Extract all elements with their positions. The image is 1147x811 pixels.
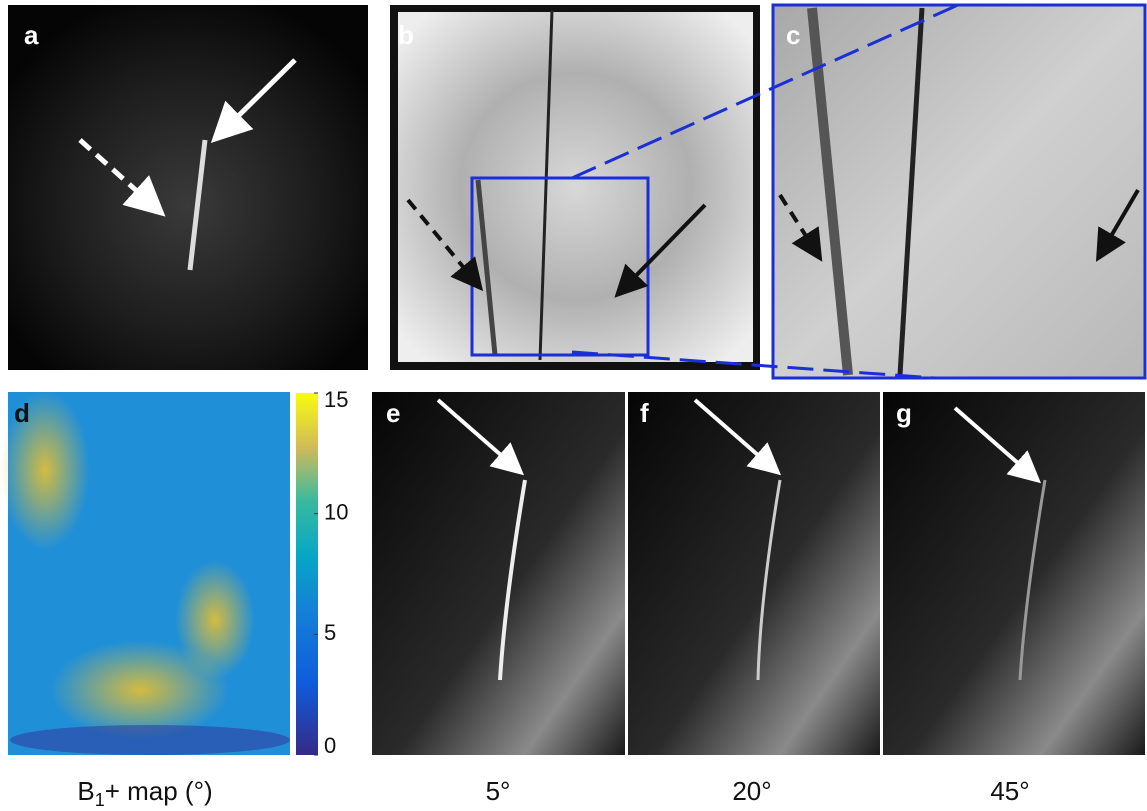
caption-part: B: [77, 776, 94, 806]
panel-label: b: [398, 20, 414, 50]
panel-b-image: [398, 12, 753, 362]
figure: a b c d e f g B1+ map (°) 5° 20° 45° 0 5 1…: [0, 0, 1147, 811]
panel-label: c: [786, 20, 800, 50]
colorbar-tick-label: 15: [324, 387, 348, 412]
map-texture: [175, 560, 255, 680]
panel-g-image: [883, 392, 1145, 755]
caption-part: + map (°): [105, 776, 213, 806]
panel-label: d: [14, 398, 30, 428]
caption-sub: 1: [95, 790, 105, 810]
panel-a-image: [8, 5, 368, 370]
caption: B1+ map (°): [77, 776, 212, 810]
colorbar-tick-label: 0: [324, 733, 336, 758]
map-texture: [10, 725, 290, 755]
colorbar-tick-label: 5: [324, 620, 336, 645]
caption: 45°: [990, 776, 1029, 806]
panel-label: a: [24, 20, 39, 50]
colorbar: [296, 393, 318, 755]
panel-e-image: [372, 392, 625, 755]
colorbar-tick-label: 10: [324, 499, 348, 524]
caption: 20°: [732, 776, 771, 806]
panel-label: f: [640, 398, 649, 428]
panel-label: g: [896, 398, 912, 428]
panel-f-image: [628, 392, 880, 755]
panel-label: e: [386, 398, 400, 428]
caption: 5°: [486, 776, 511, 806]
